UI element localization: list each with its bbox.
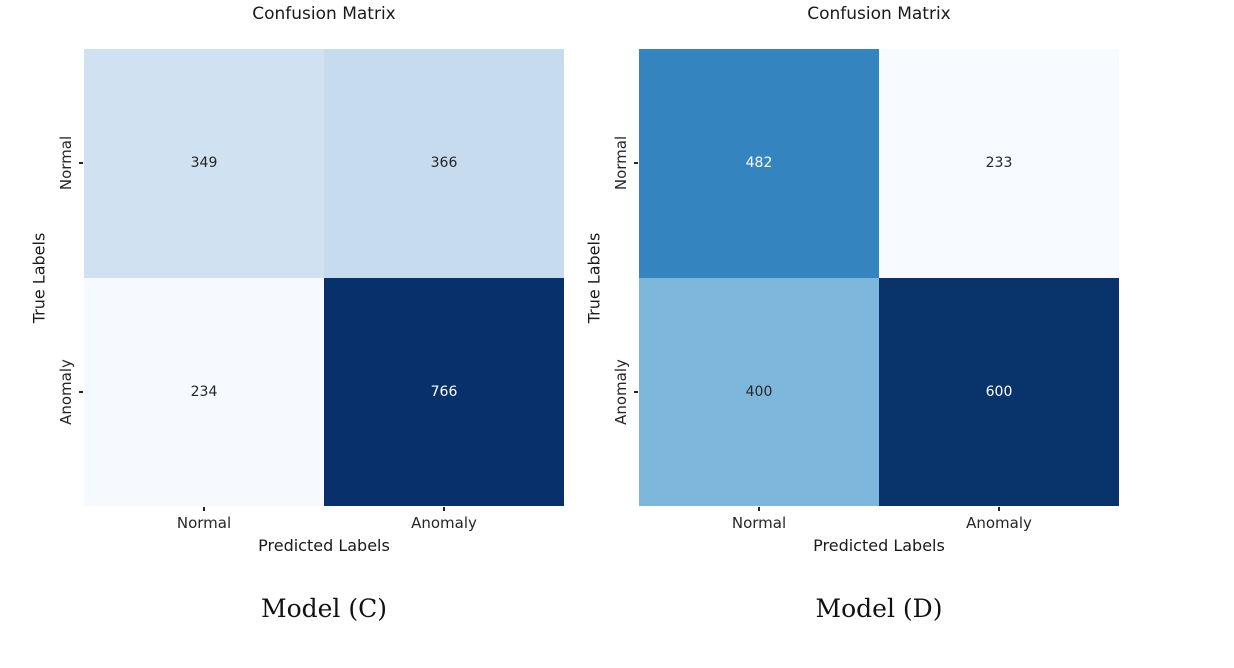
y-ticklabel-anomaly: Anomaly: [612, 359, 630, 425]
plot-title-left: Confusion Matrix: [252, 4, 396, 24]
heatmap-cell-tp: 600: [879, 277, 1119, 506]
heatmap-cell-tn: 349: [84, 49, 324, 278]
caption-model-d: Model (D): [815, 594, 943, 623]
caption-model-c: Model (C): [260, 594, 388, 623]
x-ticklabel-normal: Normal: [731, 514, 787, 532]
x-tick: [443, 507, 445, 511]
y-tick: [634, 391, 638, 393]
y-ticklabel-normal: Normal: [612, 135, 630, 191]
x-tick: [203, 507, 205, 511]
y-ticklabel-normal: Normal: [57, 135, 75, 191]
confusion-matrix-right: 482 233 400 600: [639, 49, 1119, 506]
heatmap-cell-fn: 400: [639, 277, 879, 506]
y-axis-label-left: True Labels: [29, 232, 49, 324]
heatmap-cell-tn: 482: [639, 49, 879, 278]
plot-title-right: Confusion Matrix: [807, 4, 951, 24]
y-ticklabel-anomaly: Anomaly: [57, 359, 75, 425]
x-axis-label-right: Predicted Labels: [813, 536, 945, 555]
heatmap-cell-fp: 366: [324, 49, 564, 278]
y-tick: [79, 391, 83, 393]
x-tick: [998, 507, 1000, 511]
x-axis-label-left: Predicted Labels: [258, 536, 390, 555]
x-tick: [758, 507, 760, 511]
heatmap-cell-fp: 233: [879, 49, 1119, 278]
x-ticklabel-anomaly: Anomaly: [411, 514, 477, 532]
y-tick: [634, 162, 638, 164]
heatmap-cell-tp: 766: [324, 277, 564, 506]
x-ticklabel-normal: Normal: [176, 514, 232, 532]
y-tick: [79, 162, 83, 164]
heatmap-cell-fn: 234: [84, 277, 324, 506]
y-axis-label-right: True Labels: [584, 232, 604, 324]
confusion-matrix-left: 349 366 234 766: [84, 49, 564, 506]
x-ticklabel-anomaly: Anomaly: [966, 514, 1032, 532]
